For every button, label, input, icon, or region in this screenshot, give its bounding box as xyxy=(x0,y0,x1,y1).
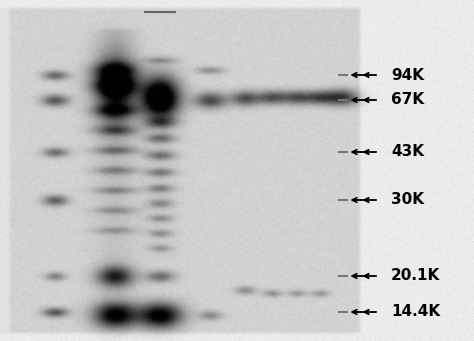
Text: 43K: 43K xyxy=(391,145,424,160)
Text: 14.4K: 14.4K xyxy=(391,305,440,320)
Text: 30K: 30K xyxy=(391,193,424,208)
Text: 20.1K: 20.1K xyxy=(391,268,440,283)
Text: 67K: 67K xyxy=(391,92,424,107)
Text: 94K: 94K xyxy=(391,68,424,83)
